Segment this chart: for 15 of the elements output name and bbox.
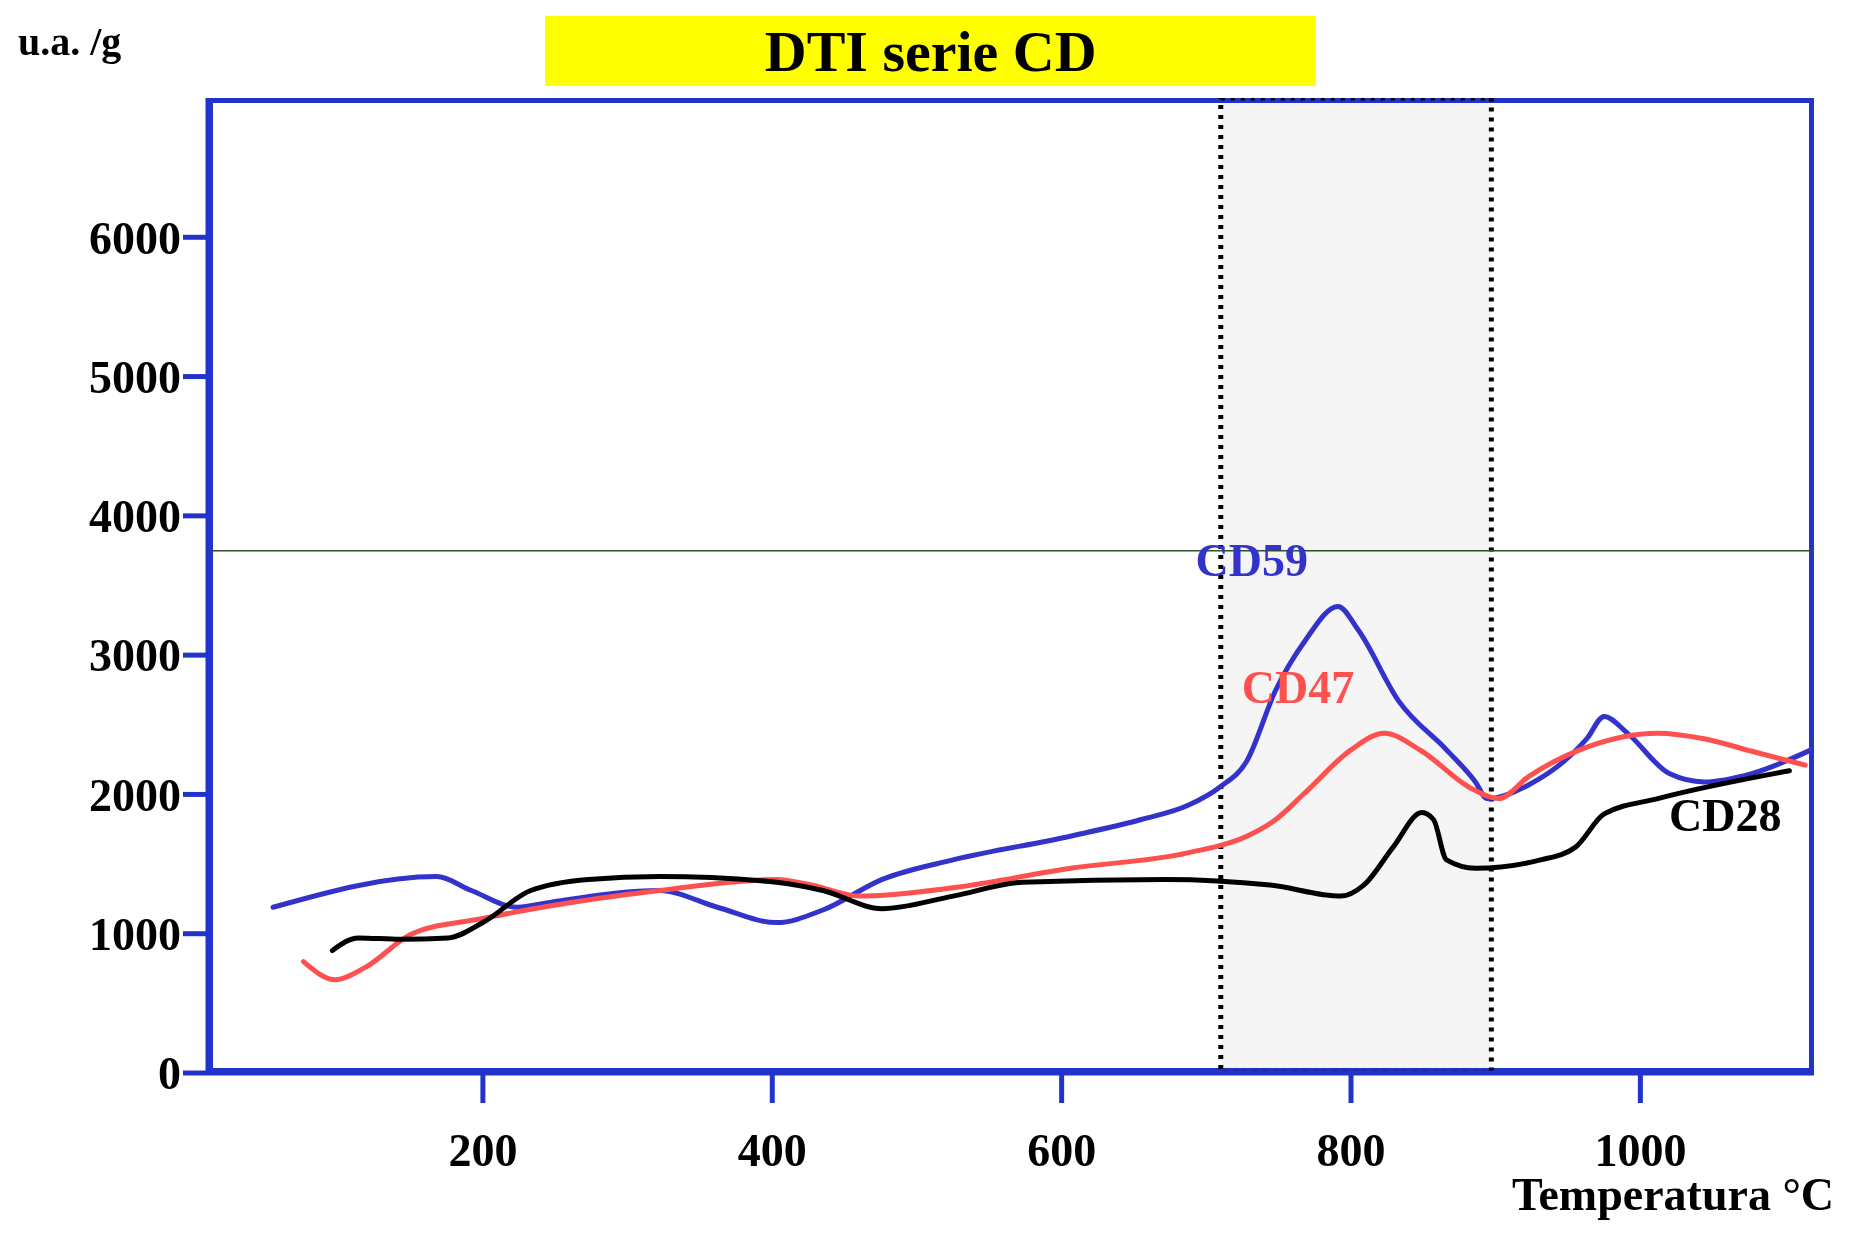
y-tick-label: 1000 [89,909,181,961]
chart-title: DTI serie CD [545,16,1317,86]
x-tick-label: 400 [737,1124,807,1176]
series-label: CD59 [1195,535,1308,587]
y-axis-title: u.a. /g [18,18,122,65]
y-tick-label: 5000 [89,351,181,403]
y-tick-label: 2000 [89,769,181,821]
y-tick-label: 6000 [89,212,181,264]
x-tick-label: 800 [1316,1124,1386,1176]
x-tick-label: 200 [448,1124,518,1176]
y-tick-label: 3000 [89,630,181,682]
y-tick-label: 4000 [89,491,181,543]
series-label: CD28 [1668,789,1782,841]
y-tick-label: 0 [158,1048,181,1100]
x-tick-label: 600 [1027,1124,1097,1176]
